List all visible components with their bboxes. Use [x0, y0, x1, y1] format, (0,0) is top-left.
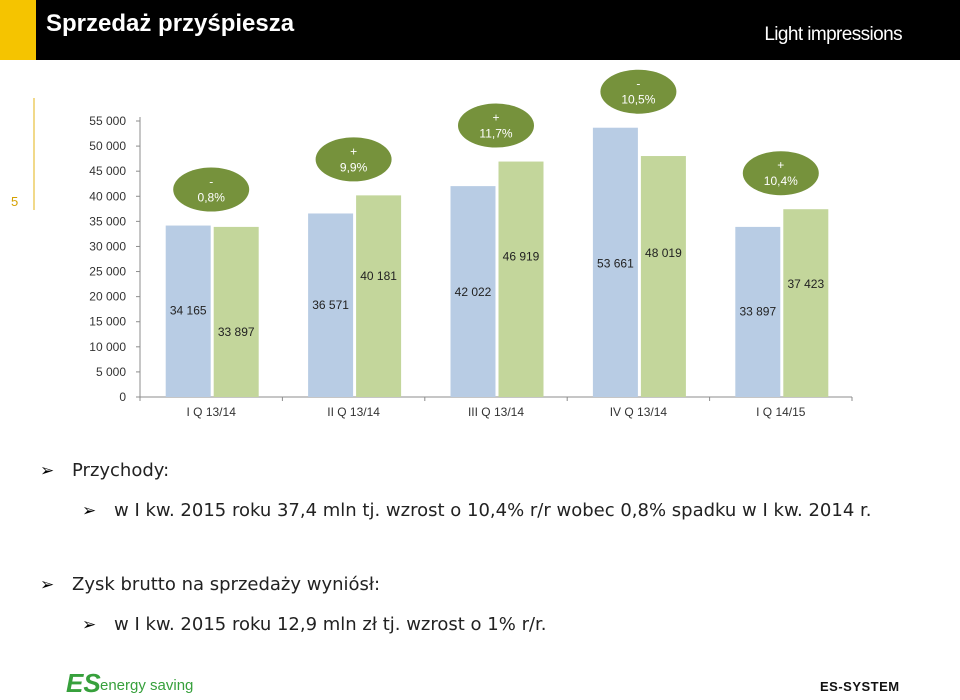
growth-badge-value: 9,9% [340, 160, 368, 174]
bullet-revenue: ➢ Przychody: [40, 460, 169, 481]
energy-saving-logo-text: energy saving [100, 677, 194, 694]
bar-series2 [640, 156, 686, 397]
y-tick-label: 50 000 [89, 139, 126, 153]
growth-badge-sign: - [209, 175, 213, 189]
growth-badge-sign: + [777, 158, 784, 172]
bullet-profit-detail-text: w I kw. 2015 roku 12,9 mln zł tj. wzrost… [114, 614, 547, 635]
growth-badge [600, 69, 677, 114]
x-category-label: I Q 13/14 [187, 405, 237, 419]
y-tick-label: 30 000 [89, 239, 126, 253]
slide-number: 5 [11, 194, 19, 209]
bullet-profit-text: Zysk brutto na sprzedaży wyniósł: [72, 574, 381, 595]
y-tick-label: 40 000 [89, 189, 126, 203]
data-label-series1: 53 661 [597, 257, 634, 271]
bullet-arrow-icon: ➢ [82, 615, 97, 635]
growth-badge [742, 151, 819, 196]
bar-series2 [783, 209, 829, 397]
x-category-label: II Q 13/14 [327, 405, 380, 419]
y-tick-label: 25 000 [89, 265, 126, 279]
growth-badge [315, 137, 392, 182]
y-tick-label: 20 000 [89, 290, 126, 304]
y-tick-label: 15 000 [89, 315, 126, 329]
header-bar: Sprzedaż przyśpiesza Light impressions [0, 0, 960, 60]
y-tick-label: 10 000 [89, 340, 126, 354]
bar-series1 [165, 225, 211, 397]
bar-series1 [592, 127, 638, 397]
data-label-series2: 48 019 [645, 246, 682, 260]
bar-series1 [308, 213, 354, 397]
data-label-series2: 33 897 [218, 325, 255, 339]
bullet-profit: ➢ Zysk brutto na sprzedaży wyniósł: [40, 574, 380, 595]
slide-marker-line [33, 98, 35, 210]
bar-series2 [213, 226, 259, 397]
bar-series1 [450, 186, 496, 397]
growth-badge-sign: - [636, 77, 640, 91]
data-label-series1: 34 165 [170, 304, 207, 318]
x-category-label: IV Q 13/14 [610, 405, 668, 419]
bullet-revenue-detail-text: w I kw. 2015 roku 37,4 mln tj. wzrost o … [114, 500, 872, 521]
y-tick-label: 0 [119, 390, 126, 404]
growth-badge-value: 0,8% [198, 191, 226, 205]
growth-badge-value: 11,7% [479, 127, 512, 141]
bar-series1 [735, 226, 781, 397]
es-system-logo: ES-SYSTEM [820, 679, 900, 694]
data-label-series1: 42 022 [455, 285, 492, 299]
bullet-arrow-icon: ➢ [82, 501, 97, 521]
growth-badge-sign: + [350, 144, 357, 158]
bar-series2 [356, 195, 402, 397]
growth-badge-value: 10,5% [621, 93, 655, 107]
data-label-series2: 37 423 [787, 277, 824, 291]
growth-badge [173, 167, 250, 212]
bar-series2 [498, 161, 544, 397]
y-tick-label: 55 000 [89, 114, 126, 128]
data-label-series1: 33 897 [739, 304, 776, 318]
energy-saving-logo-mark: ES [66, 668, 101, 698]
header-tagline: Light impressions [764, 24, 902, 45]
x-category-label: I Q 14/15 [756, 405, 806, 419]
y-tick-label: 45 000 [89, 164, 126, 178]
y-tick-label: 35 000 [89, 214, 126, 228]
sales-bar-chart: 0 5 000 10 000 15 000 20 000 25 000 30 000 35 0… [89, 69, 853, 419]
x-category-label: III Q 13/14 [468, 405, 524, 419]
bullet-revenue-text: Przychody: [72, 460, 170, 481]
y-tick-label: 5 000 [96, 365, 126, 379]
bullet-arrow-icon: ➢ [40, 461, 55, 481]
growth-badge-value: 10,4% [764, 174, 798, 188]
data-label-series2: 40 181 [360, 269, 397, 283]
header-accent [0, 0, 36, 60]
data-label-series2: 46 919 [503, 249, 540, 263]
data-label-series1: 36 571 [312, 298, 349, 312]
bullet-arrow-icon: ➢ [40, 575, 55, 595]
growth-badge [458, 103, 534, 148]
bullet-revenue-detail: ➢ w I kw. 2015 roku 37,4 mln tj. wzrost o… [82, 500, 871, 521]
bullet-profit-detail: ➢ w I kw. 2015 roku 12,9 mln zł tj. wzros… [82, 614, 547, 635]
growth-badge-sign: + [492, 111, 499, 125]
page-title: Sprzedaż przyśpiesza [46, 10, 295, 37]
